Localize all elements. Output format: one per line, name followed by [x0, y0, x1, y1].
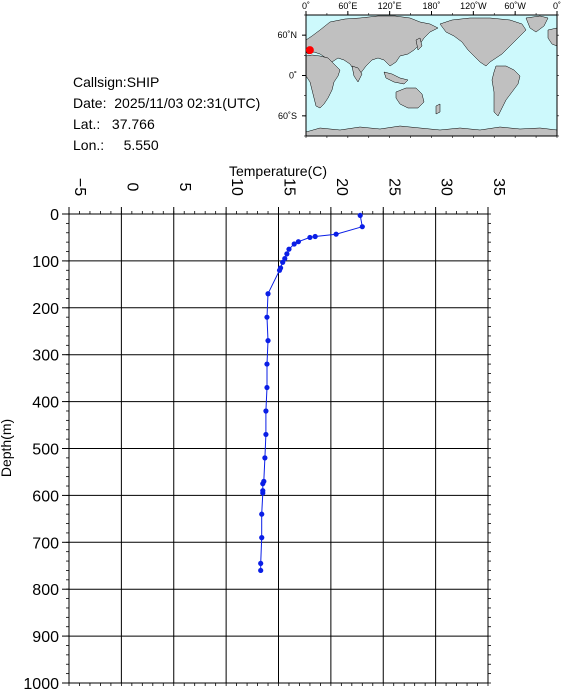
date-value: 2025/11/03 02:31(UTC): [114, 95, 261, 111]
profile-point: [265, 338, 271, 344]
y-tick-label: 900: [32, 629, 59, 646]
profile-point: [307, 234, 313, 241]
y-tick-label: 700: [32, 535, 59, 552]
southeast-asia: [383, 71, 409, 85]
x-tick-label: 10: [228, 178, 245, 196]
profile-point: [312, 233, 318, 240]
north-america: [439, 17, 527, 67]
profile-point: [291, 241, 297, 247]
chart-ticks: [62, 207, 491, 686]
profile-point: [264, 384, 270, 391]
india: [351, 65, 363, 83]
japan: [415, 37, 423, 51]
map-ticks: 0˚ 60˚E 120˚E 180˚ 120˚W 60˚W 0˚ 60˚N 0˚ 60˚S: [277, 1, 561, 138]
plot-frame: [68, 213, 489, 684]
map-lon-label: 120˚E: [378, 1, 402, 11]
profile-point: [264, 361, 270, 367]
profile-point: [357, 212, 363, 219]
callsign-value: SHIP: [126, 74, 160, 90]
x-tick-label: 0: [123, 183, 140, 192]
station-marker: [305, 46, 314, 55]
map-lat-label: 60˚N: [277, 30, 297, 40]
y-tick-label: 100: [32, 254, 59, 271]
south-america: [491, 65, 521, 117]
map-lon-label: 0˚: [553, 1, 561, 11]
profile-point: [262, 455, 268, 461]
profile-point: [258, 560, 264, 567]
europe-east-edge: [547, 27, 558, 47]
date-line: Date: 2025/11/03 02:31(UTC): [73, 93, 260, 114]
profile-point: [263, 431, 269, 438]
lat-value: 37.766: [111, 116, 155, 132]
temperature-profile-series: [258, 212, 365, 574]
map-lon-label: 0˚: [302, 1, 310, 11]
new-zealand: [435, 103, 441, 115]
profile-point: [286, 246, 292, 252]
profile-point: [280, 259, 286, 265]
y-axis-title: Depth(m): [0, 419, 14, 477]
x-tick-label: 30: [438, 178, 455, 196]
map-lon-label: 60˚W: [504, 1, 526, 11]
profile-point: [261, 478, 267, 484]
x-axis-title: Temperature(C): [229, 163, 327, 179]
map-lon-label: 120˚W: [460, 1, 487, 11]
date-label: Date:: [73, 95, 107, 111]
profile-point: [259, 511, 265, 517]
profile-point: [295, 239, 302, 245]
profile-point: [282, 255, 288, 262]
map-lon-label: 60˚E: [338, 1, 357, 11]
station-info: Callsign:SHIP Date: 2025/11/03 02:31(UTC…: [73, 72, 260, 156]
profile-point: [333, 231, 339, 237]
x-tick-label: −5: [71, 178, 88, 196]
lat-label: Lat.:: [73, 116, 101, 132]
y-tick-label: 0: [50, 207, 59, 224]
profile-point: [277, 265, 284, 271]
profile-point: [260, 490, 266, 496]
map-lat-label: 0˚: [289, 71, 297, 81]
y-tick-label: 1000: [23, 676, 59, 690]
y-tick-label: 800: [32, 582, 59, 599]
land-masses: [305, 15, 558, 137]
chart-grid: [68, 213, 489, 684]
profile-point: [265, 291, 271, 297]
australia: [395, 87, 425, 109]
x-tick-label: 25: [385, 178, 402, 196]
africa: [305, 54, 341, 109]
map-lat-label: 60˚S: [278, 111, 297, 121]
profile-point: [263, 408, 269, 414]
y-tick-label: 600: [32, 488, 59, 505]
x-tick-label: 20: [333, 178, 350, 196]
profile-point: [260, 481, 266, 487]
profile-point: [276, 267, 283, 273]
y-tick-label: 200: [32, 301, 59, 318]
callsign-label: Callsign:: [73, 74, 127, 90]
lat-line: Lat.: 37.766: [73, 114, 260, 135]
x-tick-label: 35: [490, 178, 507, 196]
profile-line: [260, 215, 363, 571]
profile-point: [258, 567, 264, 574]
profile-point: [284, 251, 290, 257]
lon-value: 5.550: [123, 137, 159, 153]
map-lon-label: 180˚: [422, 1, 440, 11]
chart-tick-labels: −5 0 5 10 15 20 25 30 35 0 100 200 300 400 500 600 700 80…: [23, 178, 507, 690]
x-tick-label: 15: [281, 178, 298, 196]
y-tick-label: 500: [32, 442, 59, 459]
profile-point: [359, 224, 365, 230]
y-tick-label: 300: [32, 348, 59, 365]
greenland: [525, 15, 549, 33]
profile-point: [264, 314, 270, 320]
profile-point: [259, 535, 265, 541]
lon-line: Lon.: 5.550: [73, 135, 260, 156]
world-map: 0˚ 60˚E 120˚E 180˚ 120˚W 60˚W 0˚ 60˚N 0˚ 60˚S: [277, 1, 561, 138]
profile-point: [260, 488, 266, 494]
callsign-line: Callsign:SHIP: [73, 72, 260, 93]
lon-label: Lon.:: [73, 137, 105, 153]
x-tick-label: 5: [176, 183, 193, 192]
y-tick-label: 400: [32, 395, 59, 412]
